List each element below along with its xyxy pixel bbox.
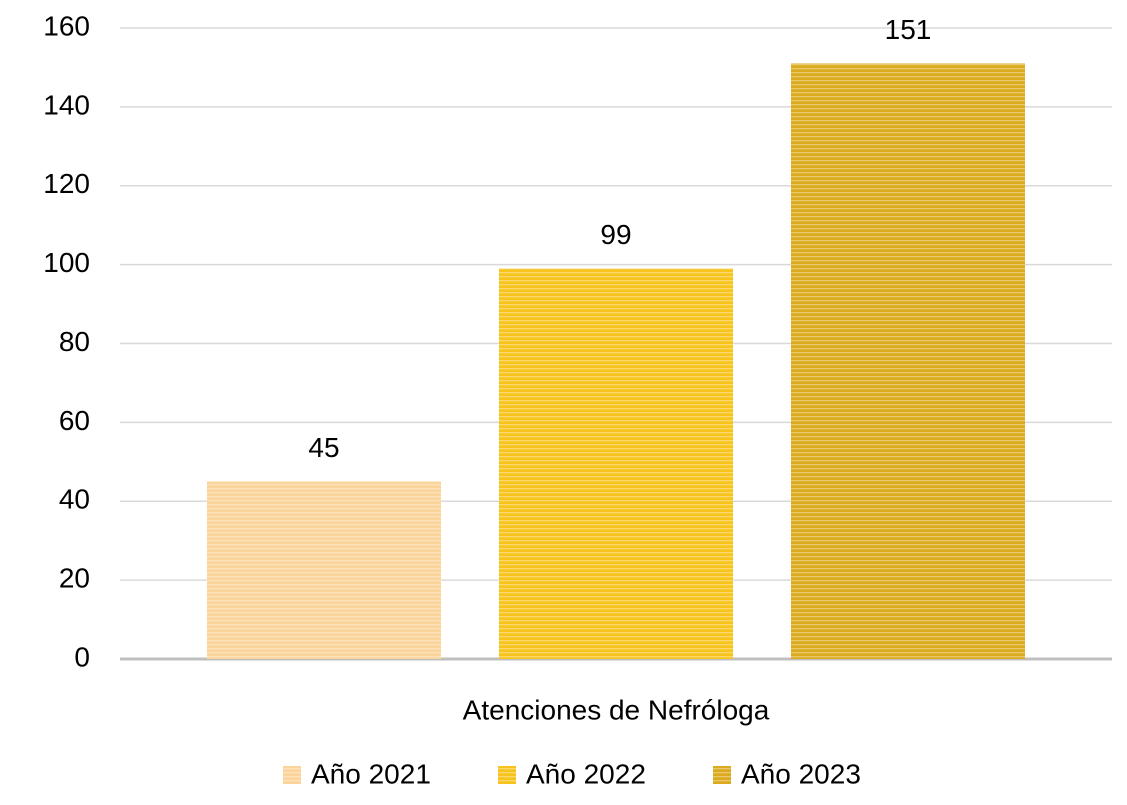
- bar: [791, 63, 1025, 659]
- y-tick-label: 80: [59, 326, 90, 357]
- data-label: 99: [600, 219, 631, 250]
- bar: [207, 481, 441, 659]
- legend-label: Año 2021: [311, 758, 431, 789]
- data-label: 45: [308, 432, 339, 463]
- data-label: 151: [885, 14, 932, 45]
- legend-swatch: [283, 766, 301, 784]
- legend-swatch: [498, 766, 516, 784]
- y-tick-label: 40: [59, 484, 90, 515]
- y-tick-label: 0: [74, 641, 90, 672]
- y-tick-label: 20: [59, 563, 90, 594]
- y-tick-label: 120: [43, 168, 90, 199]
- y-tick-label: 140: [43, 89, 90, 120]
- y-tick-label: 100: [43, 247, 90, 278]
- y-tick-label: 160: [43, 10, 90, 41]
- legend-label: Año 2023: [741, 758, 861, 789]
- bar: [499, 268, 733, 659]
- legend-label: Año 2022: [526, 758, 646, 789]
- x-tick-label: Atenciones de Nefróloga: [463, 694, 770, 725]
- y-tick-label: 60: [59, 405, 90, 436]
- legend-swatch: [713, 766, 731, 784]
